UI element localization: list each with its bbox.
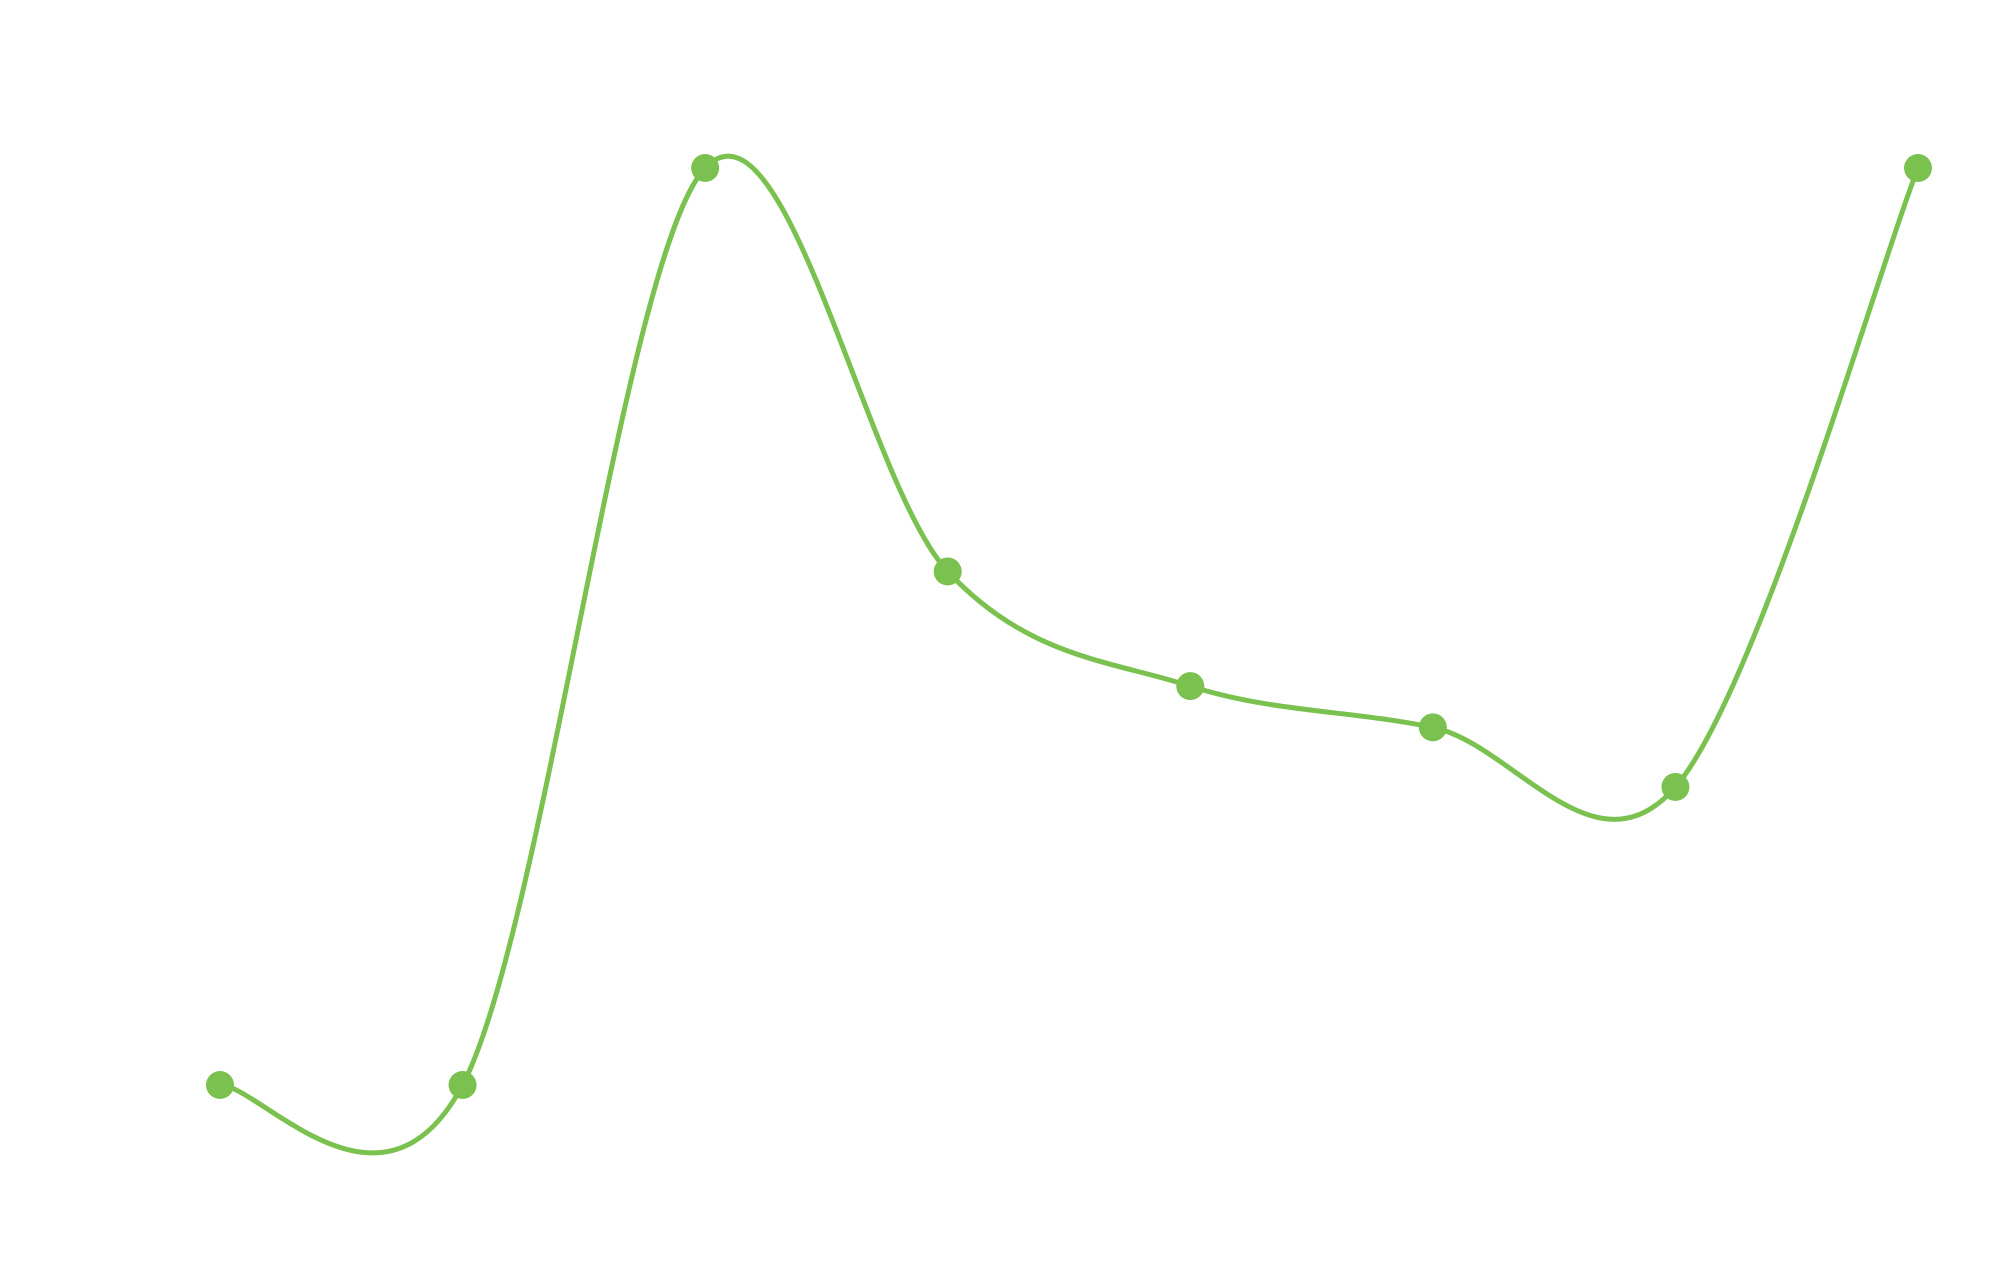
data-point[interactable] — [1418, 713, 1447, 742]
data-point[interactable] — [691, 154, 720, 182]
data-point[interactable] — [206, 1071, 234, 1099]
series-layer — [217, 154, 1921, 1156]
data-point[interactable] — [1904, 154, 1932, 182]
series-line — [217, 154, 1921, 1156]
point-layer — [206, 154, 1932, 1099]
data-point[interactable] — [448, 1071, 477, 1099]
data-point[interactable] — [933, 557, 962, 586]
data-point[interactable] — [1176, 672, 1205, 701]
data-point[interactable] — [1661, 772, 1690, 801]
